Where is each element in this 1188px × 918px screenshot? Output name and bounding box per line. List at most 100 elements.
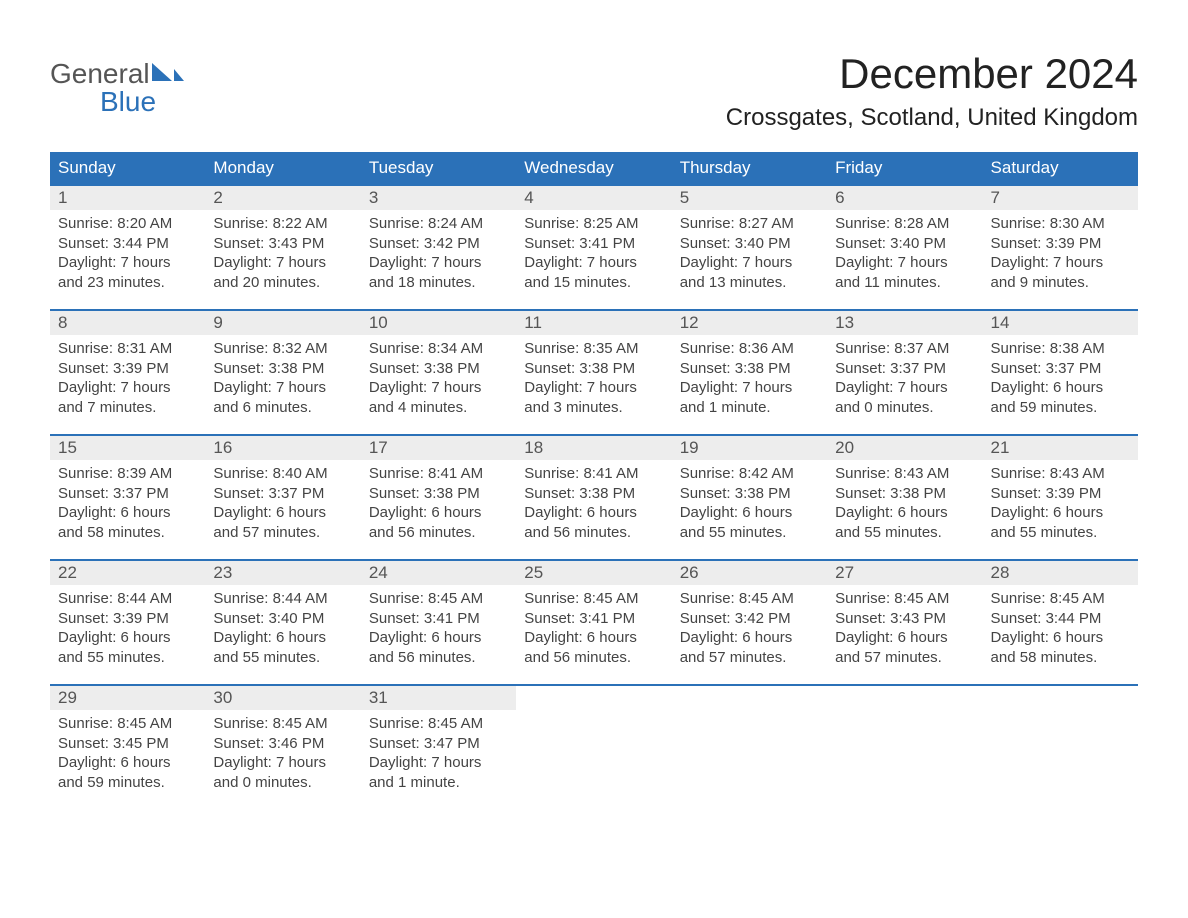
header-mon: Monday [205,152,360,185]
sunrise-text: Sunrise: 8:28 AM [835,214,974,234]
daylight-text: Daylight: 7 hours [835,378,974,398]
daylight-text: and 1 minute. [680,398,819,418]
day-cell: .. [827,685,982,810]
month-title: December 2024 [726,50,1138,98]
sunrise-text: Sunrise: 8:41 AM [524,464,663,484]
daylight-text: and 59 minutes. [991,398,1130,418]
day-content: Sunrise: 8:45 AMSunset: 3:42 PMDaylight:… [672,585,827,675]
daylight-text: and 56 minutes. [369,523,508,543]
sunrise-text: Sunrise: 8:43 AM [991,464,1130,484]
day-cell: 13Sunrise: 8:37 AMSunset: 3:37 PMDayligh… [827,310,982,435]
daylight-text: Daylight: 7 hours [524,253,663,273]
day-cell: 5Sunrise: 8:27 AMSunset: 3:40 PMDaylight… [672,185,827,310]
sunrise-text: Sunrise: 8:45 AM [680,589,819,609]
day-number: 12 [672,311,827,335]
daylight-text: Daylight: 6 hours [680,628,819,648]
daylight-text: and 55 minutes. [58,648,197,668]
header-sat: Saturday [983,152,1138,185]
sunrise-text: Sunrise: 8:44 AM [213,589,352,609]
sunset-text: Sunset: 3:46 PM [213,734,352,754]
day-number: 30 [205,686,360,710]
day-cell: 25Sunrise: 8:45 AMSunset: 3:41 PMDayligh… [516,560,671,685]
sunrise-text: Sunrise: 8:35 AM [524,339,663,359]
sunset-text: Sunset: 3:42 PM [369,234,508,254]
day-number: 24 [361,561,516,585]
day-number: 19 [672,436,827,460]
daylight-text: and 7 minutes. [58,398,197,418]
sunrise-text: Sunrise: 8:42 AM [680,464,819,484]
day-number: 4 [516,186,671,210]
sunrise-text: Sunrise: 8:45 AM [991,589,1130,609]
day-cell: 26Sunrise: 8:45 AMSunset: 3:42 PMDayligh… [672,560,827,685]
day-number: 28 [983,561,1138,585]
sunset-text: Sunset: 3:38 PM [680,484,819,504]
sunset-text: Sunset: 3:47 PM [369,734,508,754]
sunset-text: Sunset: 3:43 PM [835,609,974,629]
day-content: Sunrise: 8:41 AMSunset: 3:38 PMDaylight:… [516,460,671,550]
daylight-text: and 4 minutes. [369,398,508,418]
day-number: 29 [50,686,205,710]
sunrise-text: Sunrise: 8:38 AM [991,339,1130,359]
daylight-text: Daylight: 7 hours [58,253,197,273]
daylight-text: Daylight: 6 hours [213,628,352,648]
daylight-text: Daylight: 6 hours [991,378,1130,398]
sunset-text: Sunset: 3:38 PM [680,359,819,379]
day-number: 18 [516,436,671,460]
daylight-text: Daylight: 6 hours [835,628,974,648]
day-content: Sunrise: 8:44 AMSunset: 3:39 PMDaylight:… [50,585,205,675]
day-number: 1 [50,186,205,210]
day-content: Sunrise: 8:20 AMSunset: 3:44 PMDaylight:… [50,210,205,300]
sunrise-text: Sunrise: 8:30 AM [991,214,1130,234]
daylight-text: Daylight: 6 hours [369,503,508,523]
day-cell: 6Sunrise: 8:28 AMSunset: 3:40 PMDaylight… [827,185,982,310]
sunset-text: Sunset: 3:39 PM [991,234,1130,254]
sunrise-text: Sunrise: 8:25 AM [524,214,663,234]
daylight-text: and 55 minutes. [680,523,819,543]
day-number: 5 [672,186,827,210]
daylight-text: and 1 minute. [369,773,508,793]
day-cell: 17Sunrise: 8:41 AMSunset: 3:38 PMDayligh… [361,435,516,560]
day-content: Sunrise: 8:45 AMSunset: 3:44 PMDaylight:… [983,585,1138,675]
daylight-text: and 58 minutes. [58,523,197,543]
daylight-text: and 11 minutes. [835,273,974,293]
day-cell: 24Sunrise: 8:45 AMSunset: 3:41 PMDayligh… [361,560,516,685]
daylight-text: Daylight: 6 hours [991,503,1130,523]
day-content: Sunrise: 8:28 AMSunset: 3:40 PMDaylight:… [827,210,982,300]
logo-sail-icon [150,60,184,88]
sunset-text: Sunset: 3:40 PM [213,609,352,629]
day-cell: .. [516,685,671,810]
day-cell: 30Sunrise: 8:45 AMSunset: 3:46 PMDayligh… [205,685,360,810]
sunrise-text: Sunrise: 8:45 AM [835,589,974,609]
day-content: Sunrise: 8:40 AMSunset: 3:37 PMDaylight:… [205,460,360,550]
day-cell: .. [983,685,1138,810]
day-number: 22 [50,561,205,585]
title-block: December 2024 Crossgates, Scotland, Unit… [726,50,1138,132]
daylight-text: Daylight: 7 hours [369,753,508,773]
day-number: 23 [205,561,360,585]
day-number: 10 [361,311,516,335]
daylight-text: Daylight: 7 hours [369,253,508,273]
daylight-text: and 57 minutes. [835,648,974,668]
header: General Blue December 2024 Crossgates, S… [50,50,1138,132]
sunrise-text: Sunrise: 8:37 AM [835,339,974,359]
daylight-text: and 0 minutes. [213,773,352,793]
daylight-text: and 18 minutes. [369,273,508,293]
daylight-text: and 56 minutes. [524,648,663,668]
sunset-text: Sunset: 3:38 PM [524,359,663,379]
week-row: 1Sunrise: 8:20 AMSunset: 3:44 PMDaylight… [50,185,1138,310]
daylight-text: and 13 minutes. [680,273,819,293]
day-content: Sunrise: 8:31 AMSunset: 3:39 PMDaylight:… [50,335,205,425]
week-row: 22Sunrise: 8:44 AMSunset: 3:39 PMDayligh… [50,560,1138,685]
daylight-text: Daylight: 6 hours [524,628,663,648]
day-content: Sunrise: 8:45 AMSunset: 3:47 PMDaylight:… [361,710,516,800]
day-content: Sunrise: 8:36 AMSunset: 3:38 PMDaylight:… [672,335,827,425]
sunrise-text: Sunrise: 8:43 AM [835,464,974,484]
sunset-text: Sunset: 3:38 PM [835,484,974,504]
sunrise-text: Sunrise: 8:32 AM [213,339,352,359]
sunrise-text: Sunrise: 8:45 AM [369,714,508,734]
day-cell: 28Sunrise: 8:45 AMSunset: 3:44 PMDayligh… [983,560,1138,685]
day-cell: 29Sunrise: 8:45 AMSunset: 3:45 PMDayligh… [50,685,205,810]
day-header-row: Sunday Monday Tuesday Wednesday Thursday… [50,152,1138,185]
location-subtitle: Crossgates, Scotland, United Kingdom [726,104,1138,132]
day-cell: 2Sunrise: 8:22 AMSunset: 3:43 PMDaylight… [205,185,360,310]
